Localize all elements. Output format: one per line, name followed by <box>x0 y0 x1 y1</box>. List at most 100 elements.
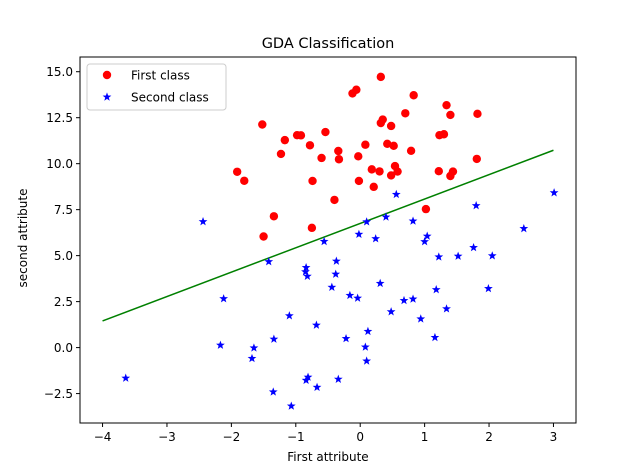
x-tick-label: 2 <box>485 430 493 444</box>
x-tick-label: 0 <box>356 430 364 444</box>
y-tick-label: 7.5 <box>54 203 73 217</box>
data-point-star <box>484 283 493 293</box>
data-point-circle <box>321 127 330 137</box>
data-point-star <box>362 356 372 365</box>
data-point-star <box>408 294 418 303</box>
data-point-circle <box>305 141 315 150</box>
data-point-star <box>362 217 372 226</box>
data-point-circle <box>334 155 344 164</box>
data-point-star <box>434 252 444 261</box>
data-point-star <box>286 401 296 410</box>
data-point-star <box>360 342 370 351</box>
data-point-circle <box>280 135 290 145</box>
legend-marker-circle <box>102 70 112 80</box>
x-axis-label: First attribute <box>287 450 368 464</box>
data-point-circle <box>442 100 451 110</box>
data-point-star <box>268 387 278 396</box>
y-tick-label: 10.0 <box>46 157 73 171</box>
data-point-circle <box>376 118 386 128</box>
data-point-circle <box>269 212 279 221</box>
data-point-star <box>345 290 355 300</box>
data-point-star <box>469 242 478 252</box>
data-point-star <box>391 189 401 199</box>
data-point-star <box>327 282 337 291</box>
legend-label: Second class <box>131 91 209 105</box>
data-point-star <box>269 334 279 343</box>
chart-title: GDA Classification <box>262 36 395 52</box>
data-point-star <box>312 382 322 392</box>
x-tick-label: 1 <box>421 430 429 444</box>
data-point-star <box>353 293 363 302</box>
data-point-circle <box>317 153 326 163</box>
data-point-circle <box>296 131 306 140</box>
legend: First class Second class <box>86 63 227 111</box>
data-point-circle <box>446 171 455 181</box>
plot-area: −4 −3 −2 −1 0 1 2 3 −2.5 0.0 2.5 5.0 7.5 10.0 12.5 15.0 <box>44 56 577 444</box>
series-1 <box>232 72 482 241</box>
data-point-star <box>420 237 429 246</box>
data-point-star <box>332 256 341 265</box>
data-point-circle <box>354 152 363 161</box>
data-point-star <box>386 307 396 316</box>
data-point-circle <box>258 120 267 129</box>
legend-label: First class <box>131 69 190 83</box>
data-point-star <box>363 326 373 336</box>
data-point-circle <box>334 146 343 156</box>
y-tick-label: 15.0 <box>46 65 73 79</box>
data-point-star <box>219 294 229 303</box>
data-point-star <box>301 267 310 276</box>
data-point-star <box>471 201 481 210</box>
x-tick-label: −1 <box>287 430 305 444</box>
decision-boundary-line <box>102 149 554 322</box>
data-point-circle <box>386 121 396 131</box>
data-point-star <box>371 234 381 243</box>
data-point-star <box>303 271 312 280</box>
x-tick-label: −2 <box>223 430 241 444</box>
data-point-circle <box>401 109 410 118</box>
data-point-star <box>301 262 311 272</box>
y-tick-label: 2.5 <box>54 295 73 309</box>
data-point-star <box>549 188 559 197</box>
data-point-circle <box>240 176 249 185</box>
x-tick-label: −4 <box>94 430 112 444</box>
data-point-star <box>381 212 391 221</box>
data-point-star <box>354 229 364 239</box>
series-2 <box>121 188 559 410</box>
data-point-circle <box>367 165 377 174</box>
data-point-circle <box>393 167 402 176</box>
data-point-circle <box>472 154 481 164</box>
data-point-star <box>430 332 440 342</box>
data-point-star <box>301 375 311 385</box>
data-point-star <box>121 373 131 382</box>
data-point-circle <box>361 140 370 149</box>
data-point-star <box>341 333 351 343</box>
data-point-star <box>519 224 529 233</box>
data-point-star <box>312 320 321 329</box>
data-point-circle <box>386 171 396 180</box>
data-point-star <box>487 251 497 260</box>
data-point-circle <box>421 204 431 214</box>
data-point-circle <box>409 91 418 100</box>
data-point-circle <box>232 167 242 176</box>
data-point-star <box>249 343 259 352</box>
legend-box <box>86 63 227 111</box>
data-point-circle <box>435 130 444 140</box>
y-tick-label: −2.5 <box>44 387 73 401</box>
data-point-star <box>264 257 274 266</box>
data-point-star <box>216 340 225 349</box>
data-point-circle <box>406 146 416 155</box>
data-point-star <box>408 216 418 225</box>
data-point-star <box>416 314 426 323</box>
data-point-circle <box>389 141 398 151</box>
data-point-star <box>331 269 341 278</box>
y-tick-label: 12.5 <box>46 111 73 125</box>
data-point-star <box>422 231 432 240</box>
data-point-star <box>333 374 343 383</box>
data-point-star <box>431 285 441 294</box>
data-point-star <box>375 278 385 288</box>
y-tick-label: 5.0 <box>54 249 73 263</box>
data-point-circle <box>276 149 286 159</box>
data-point-circle <box>375 167 384 176</box>
data-point-circle <box>354 176 364 186</box>
